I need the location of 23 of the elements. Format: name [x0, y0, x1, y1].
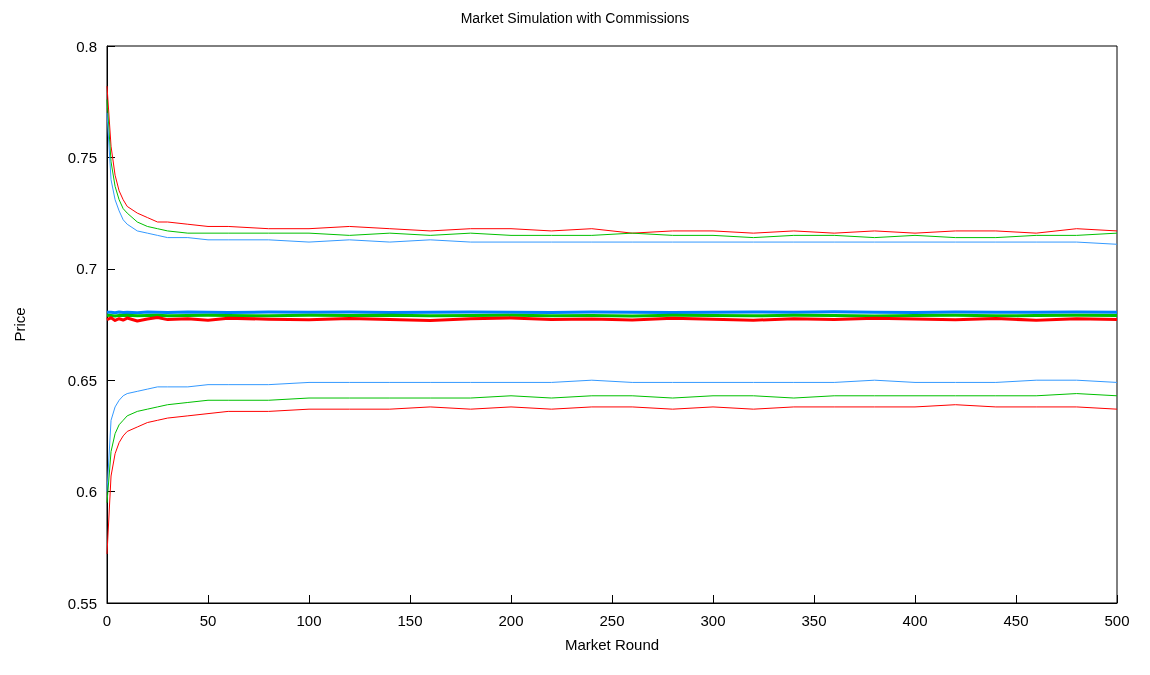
x-tick-label: 50	[199, 612, 217, 629]
x-tick-label: 0	[102, 612, 112, 629]
y-tick-label: 0.55	[67, 594, 97, 612]
y-tick-label: 0.6	[76, 483, 97, 501]
y-tick-label: 0.7	[76, 260, 97, 278]
line-series	[106, 393, 1118, 504]
x-tick-label: 250	[599, 612, 625, 629]
x-tick-label: 100	[296, 612, 322, 629]
x-tick-label: 200	[498, 612, 524, 629]
y-tick-label: 0.8	[76, 37, 97, 55]
x-tick-label: 500	[1104, 612, 1130, 629]
line-series	[106, 379, 1118, 493]
chart-title: Market Simulation with Commissions	[460, 10, 690, 26]
y-tick-label: 0.65	[67, 371, 97, 389]
x-tick-label: 350	[801, 612, 827, 629]
x-tick-label: 400	[902, 612, 928, 629]
line-series	[106, 404, 1118, 555]
x-tick-label: 300	[700, 612, 726, 629]
y-tick-label: 0.75	[67, 148, 97, 166]
x-tick-label: 450	[1003, 612, 1029, 629]
x-tick-label: 150	[397, 612, 423, 629]
x-axis-title: Market Round	[564, 636, 660, 653]
y-axis-title: Price	[11, 307, 28, 342]
